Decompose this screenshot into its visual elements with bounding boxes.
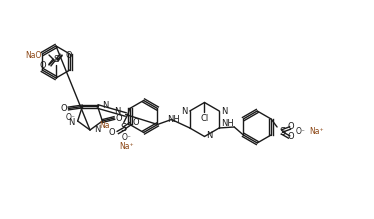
Text: N: N <box>94 124 100 134</box>
Text: NH: NH <box>221 120 234 129</box>
Text: S: S <box>121 124 127 134</box>
Text: O: O <box>288 122 294 131</box>
Text: S: S <box>279 127 285 137</box>
Text: NaO: NaO <box>26 51 42 60</box>
Text: Na⁺: Na⁺ <box>309 127 324 136</box>
Text: Na: Na <box>99 121 110 130</box>
Text: O: O <box>133 118 140 127</box>
Text: Cl: Cl <box>200 114 209 123</box>
Text: O⁻: O⁻ <box>296 127 306 136</box>
Text: N: N <box>221 108 228 117</box>
Text: N: N <box>206 131 213 140</box>
Text: O: O <box>288 132 294 141</box>
Text: N: N <box>68 118 75 127</box>
Text: O: O <box>39 62 46 71</box>
Text: O: O <box>108 128 115 137</box>
Text: NH: NH <box>168 115 180 124</box>
Text: O: O <box>115 113 122 122</box>
Text: N: N <box>181 108 188 117</box>
Text: O: O <box>66 51 73 60</box>
Text: N: N <box>114 107 121 116</box>
Text: Na⁺: Na⁺ <box>119 142 134 151</box>
Text: N: N <box>102 101 109 110</box>
Text: O⁻: O⁻ <box>122 133 132 142</box>
Text: O⁻: O⁻ <box>65 113 75 122</box>
Text: S: S <box>53 55 59 65</box>
Text: O: O <box>60 104 67 113</box>
